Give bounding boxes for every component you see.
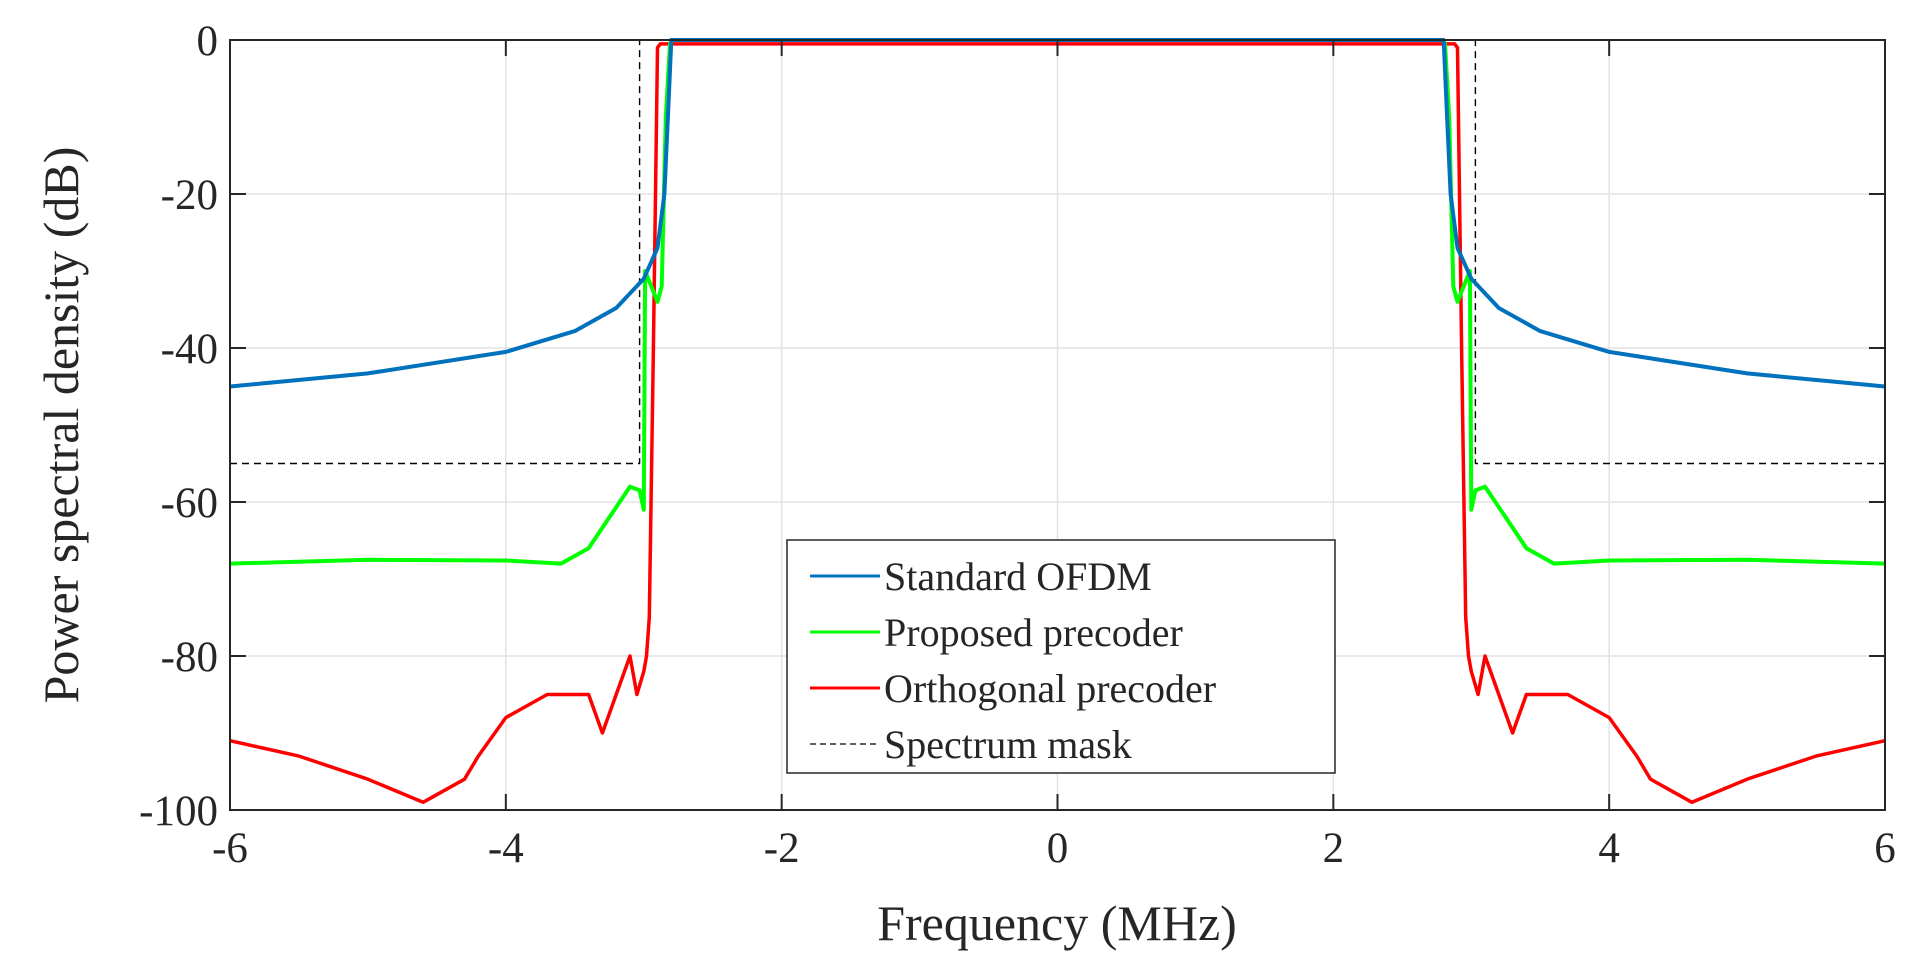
y-tick-label: 0 [197,18,219,65]
x-axis-title: Frequency (MHz) [877,895,1237,951]
x-tick-label: 0 [1047,825,1069,872]
y-tick-label: -100 [139,788,218,835]
legend-label-spectrum-mask: Spectrum mask [884,722,1132,767]
ticks [229,39,1886,811]
legend-label-orthogonal-precoder: Orthogonal precoder [884,666,1216,711]
y-tick-label: -20 [161,172,218,219]
legend-label-standard-ofdm: Standard OFDM [884,554,1152,599]
y-tick-label: -80 [161,634,218,681]
x-tick-label: 4 [1598,825,1620,872]
x-tick-label: -4 [488,825,524,872]
legend-label-proposed-precoder: Proposed precoder [884,610,1183,655]
legend: Standard OFDM Proposed precoder Orthogon… [786,539,1336,774]
y-axis-title: Power spectral density (dB) [33,147,89,704]
x-tick-label: 2 [1323,825,1345,872]
x-tick-label: -2 [764,825,800,872]
legend-box [786,539,1336,774]
y-tick-label: -40 [161,326,218,373]
y-tick-label: -60 [161,480,218,527]
x-tick-label: 6 [1874,825,1896,872]
tick-labels: -6 -4 -2 0 2 4 60-20-40-60-80-100 [139,18,1896,872]
x-tick-label: -6 [212,825,248,872]
